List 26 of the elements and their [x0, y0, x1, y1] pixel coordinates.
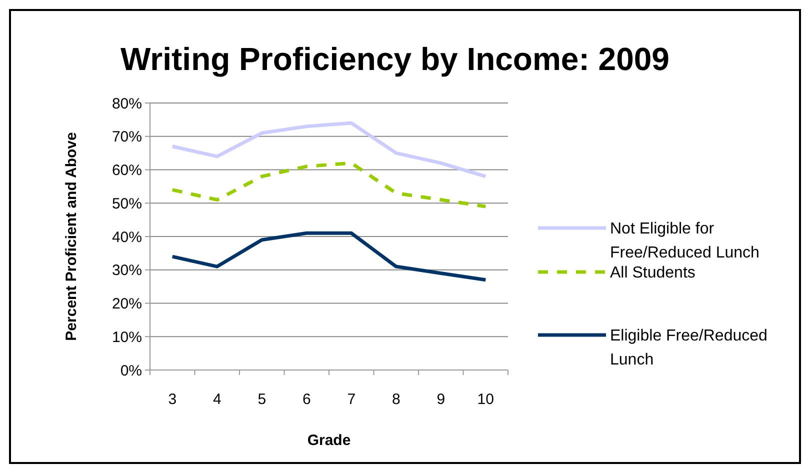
line-series	[170, 161, 488, 208]
x-tick-label: 9	[436, 391, 446, 408]
y-axis-title: Percent Proficient and Above	[63, 132, 80, 341]
y-tick-label: 60%	[112, 162, 142, 179]
line-series	[170, 121, 488, 178]
y-tick-label: 70%	[112, 128, 142, 146]
y-tick-label: 30%	[112, 262, 142, 280]
x-tick-label: 8	[392, 391, 400, 408]
x-axis-title: Grade	[307, 432, 351, 449]
chart-title: Writing Proficiency by Income: 2009	[120, 41, 670, 77]
x-tick-label: 10	[477, 391, 494, 408]
x-tick-label: 7	[347, 391, 356, 408]
legend-label: All Students	[610, 264, 696, 282]
y-tick-label: 80%	[112, 95, 142, 112]
y-tick-label: 40%	[112, 228, 142, 246]
x-tick-label: 3	[168, 391, 177, 408]
y-tick-label: 0%	[120, 362, 142, 380]
x-tick-label: 5	[258, 391, 266, 408]
legend-label: Eligible Free/Reduced Lunch	[610, 328, 768, 369]
x-tick-label: 4	[212, 391, 222, 408]
y-tick-label: 20%	[112, 296, 142, 312]
legend-label: Not Eligible for Free/Reduced Lunch	[610, 220, 760, 262]
y-tick-label: 50%	[112, 195, 142, 212]
x-tick-label: 6	[302, 391, 311, 408]
y-tick-label: 10%	[112, 328, 142, 346]
line-series	[170, 231, 488, 282]
